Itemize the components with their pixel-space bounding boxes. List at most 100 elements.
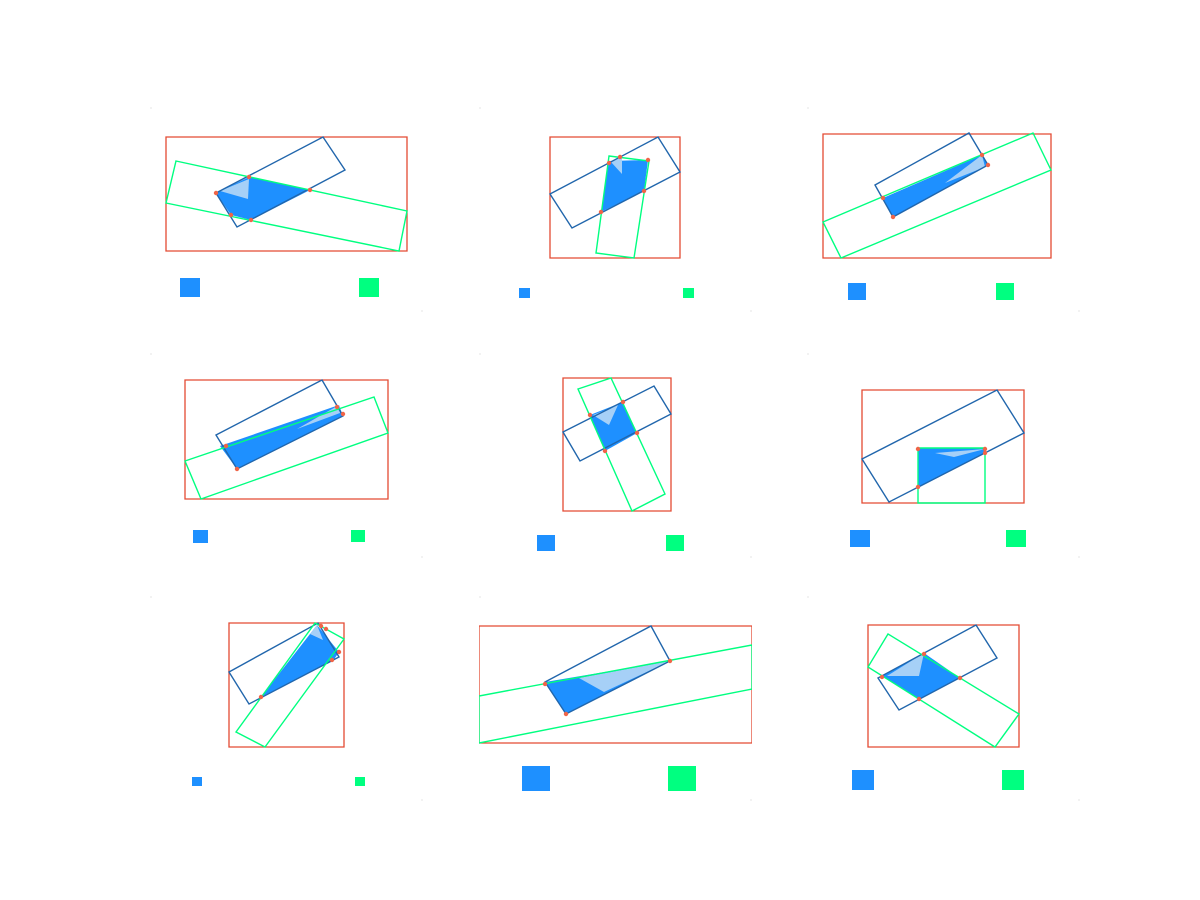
intersection-point bbox=[258, 694, 264, 700]
overlap-highlight bbox=[579, 661, 670, 692]
panel-r1c3 bbox=[807, 107, 1080, 312]
panel-r1c1 bbox=[150, 107, 423, 312]
intersection-point bbox=[617, 154, 623, 160]
overlap-highlight bbox=[945, 155, 985, 183]
legend-swatch-a bbox=[850, 530, 870, 547]
intersection-point bbox=[587, 412, 593, 418]
rotated-box-b bbox=[479, 644, 752, 744]
intersection-point bbox=[915, 484, 921, 490]
intersection-point bbox=[957, 675, 963, 681]
intersection-point bbox=[228, 212, 234, 218]
legend-swatch-b bbox=[996, 283, 1014, 300]
rotated-box-a bbox=[228, 622, 340, 705]
intersection-point bbox=[880, 195, 886, 201]
panel-r1c1-diagram bbox=[165, 136, 408, 297]
intersection-point bbox=[979, 152, 985, 158]
intersection-point bbox=[620, 399, 626, 405]
overlap-highlight bbox=[935, 449, 985, 457]
panel-r3c3-diagram bbox=[852, 624, 1024, 790]
panel-r1c2-diagram bbox=[519, 136, 694, 298]
legend-swatch-a bbox=[180, 278, 200, 297]
intersection-point bbox=[916, 696, 922, 702]
panel-r3c3 bbox=[807, 596, 1080, 801]
panel-r3c2-diagram bbox=[479, 625, 752, 791]
intersection-point bbox=[223, 443, 229, 449]
legend-swatch-a bbox=[852, 770, 874, 790]
legend-swatch-b bbox=[359, 278, 379, 297]
bounding-rectangle bbox=[867, 624, 1020, 748]
bounding-rectangle bbox=[228, 622, 345, 748]
legend-swatch-a bbox=[192, 777, 202, 786]
panel-r2c3 bbox=[807, 353, 1080, 558]
panel-r2c1 bbox=[150, 353, 423, 558]
intersection-point bbox=[563, 711, 569, 717]
rotated-box-a bbox=[861, 389, 1025, 503]
intersection-point bbox=[598, 209, 604, 215]
intersection-point bbox=[323, 626, 329, 632]
intersection-point bbox=[336, 649, 342, 655]
legend-swatch-a bbox=[522, 766, 550, 791]
legend-swatch-b bbox=[351, 530, 365, 542]
intersection-point bbox=[329, 657, 335, 663]
intersection-point bbox=[602, 448, 608, 454]
rotated-box-b bbox=[577, 377, 666, 512]
overlap-highlight bbox=[593, 405, 618, 425]
intersection-point bbox=[667, 658, 673, 664]
bounding-rectangle bbox=[479, 625, 752, 744]
intersection-point bbox=[246, 174, 252, 180]
intersection-point bbox=[542, 681, 548, 687]
intersection-point bbox=[982, 446, 988, 452]
legend-swatch-a bbox=[537, 535, 555, 551]
intersection-point bbox=[318, 623, 324, 629]
panel-r2c2-diagram bbox=[537, 377, 684, 551]
overlap-highlight bbox=[297, 405, 340, 429]
overlap-highlight bbox=[310, 625, 323, 640]
legend-swatch-b bbox=[1006, 530, 1026, 547]
legend-swatch-b bbox=[666, 535, 684, 551]
panel-r3c1-diagram bbox=[192, 622, 365, 786]
bounding-rectangle bbox=[549, 136, 681, 259]
panel-r1c2 bbox=[479, 107, 752, 312]
intersection-point bbox=[307, 187, 313, 193]
overlap-highlight bbox=[220, 179, 249, 199]
legend-swatch-b bbox=[668, 766, 696, 791]
bounding-rectangle bbox=[861, 389, 1025, 504]
legend-swatch-b bbox=[683, 288, 694, 298]
intersection-point bbox=[645, 157, 651, 163]
intersection-point bbox=[985, 162, 991, 168]
intersection-point bbox=[982, 450, 988, 456]
intersection-point bbox=[921, 651, 927, 657]
rotated-box-a bbox=[548, 136, 681, 229]
intersection-point bbox=[641, 188, 647, 194]
panel-r2c1-diagram bbox=[184, 379, 389, 543]
rotated-box-b bbox=[867, 633, 1021, 748]
overlap-region bbox=[261, 625, 339, 697]
intersection-point bbox=[213, 190, 219, 196]
bounding-rectangle bbox=[184, 379, 389, 500]
intersection-point bbox=[634, 430, 640, 436]
intersection-point bbox=[890, 214, 896, 220]
intersection-point bbox=[334, 404, 340, 410]
rotated-box-b bbox=[184, 396, 389, 500]
panel-r2c2 bbox=[479, 353, 752, 558]
intersection-point bbox=[879, 674, 885, 680]
intersection-point bbox=[915, 446, 921, 452]
panel-r2c3-diagram bbox=[850, 389, 1026, 547]
rotated-box-b bbox=[165, 160, 408, 252]
legend-swatch-a bbox=[519, 288, 530, 298]
bounding-rectangle bbox=[822, 133, 1052, 259]
intersection-point bbox=[340, 411, 346, 417]
legend-swatch-a bbox=[848, 283, 866, 300]
panel-r1c3-diagram bbox=[822, 132, 1052, 300]
bounding-rectangle bbox=[165, 136, 408, 252]
rotated-box-a bbox=[876, 624, 998, 711]
intersection-point bbox=[234, 466, 240, 472]
intersection-point bbox=[248, 217, 254, 223]
rotated-box-b bbox=[822, 132, 1052, 259]
overlap-region bbox=[601, 160, 648, 212]
overlap-highlight bbox=[611, 157, 622, 174]
rotated-box-b bbox=[595, 155, 650, 259]
legend-swatch-a bbox=[193, 530, 208, 543]
rotated-box-b bbox=[917, 447, 986, 504]
